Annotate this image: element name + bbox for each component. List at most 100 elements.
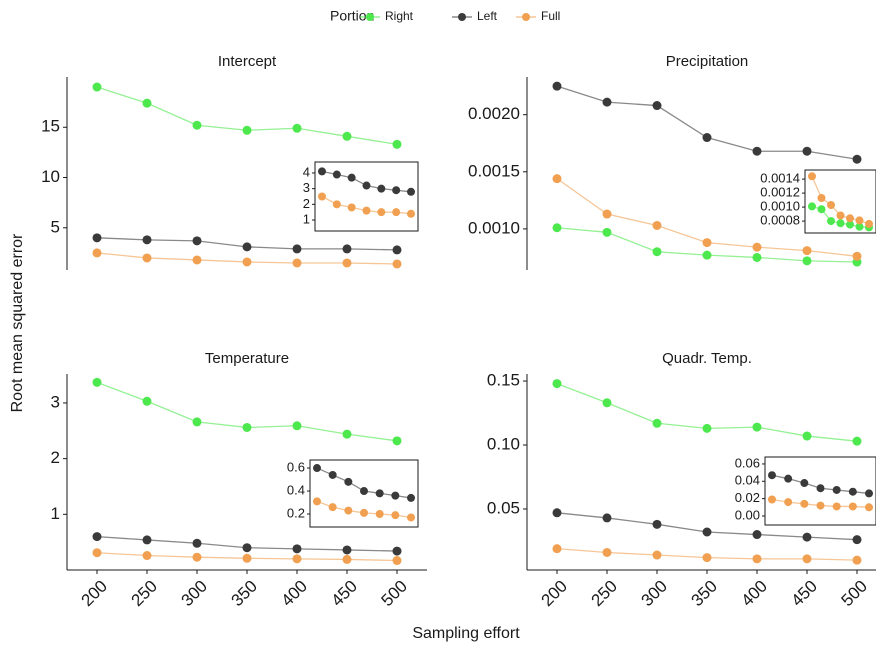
panel-title: Precipitation: [666, 53, 749, 70]
inset-y-tick-label: 2: [303, 196, 310, 211]
data-point: [344, 506, 353, 515]
data-point: [347, 173, 356, 182]
data-point: [328, 470, 337, 479]
y-tick-label: 15: [41, 117, 60, 136]
data-point: [92, 532, 102, 542]
data-point: [142, 98, 152, 108]
y-tick-label: 0.15: [487, 371, 520, 390]
data-point: [827, 217, 835, 226]
data-point: [768, 495, 776, 504]
data-point: [142, 253, 152, 263]
data-point: [142, 551, 152, 561]
data-point: [392, 245, 402, 255]
y-tick-label: 3: [51, 392, 60, 411]
inset-y-tick-label: 4: [303, 164, 310, 179]
data-point: [242, 257, 252, 267]
legend-title: Portion: [330, 8, 374, 24]
data-point: [342, 131, 352, 141]
data-point: [817, 205, 826, 214]
data-point: [392, 436, 402, 446]
data-point: [362, 181, 371, 190]
data-point: [784, 474, 793, 483]
data-point: [865, 489, 873, 498]
data-point: [242, 125, 252, 135]
inset-y-tick-label: 0.0012: [760, 185, 800, 200]
data-point: [817, 194, 826, 202]
inset-y-tick-label: 0.00: [735, 507, 760, 522]
data-point: [192, 552, 202, 562]
data-point: [752, 422, 762, 432]
y-tick-label: 0.10: [487, 434, 520, 453]
data-point: [391, 491, 400, 500]
data-point: [377, 184, 386, 193]
x-tick-label: 450: [328, 577, 361, 610]
data-point: [92, 377, 102, 387]
data-point: [602, 398, 612, 408]
x-tick-label: 250: [128, 577, 161, 610]
data-point: [702, 527, 712, 537]
data-point: [602, 513, 612, 523]
data-point: [192, 538, 202, 548]
data-point: [848, 487, 857, 496]
data-point: [652, 519, 662, 529]
x-axis-label: Sampling effort: [412, 625, 520, 642]
data-point: [602, 227, 612, 237]
data-point: [808, 202, 816, 211]
data-point: [702, 238, 712, 248]
x-tick-label: 300: [178, 577, 211, 610]
data-point: [552, 508, 562, 518]
data-point: [242, 242, 252, 252]
data-point: [292, 244, 302, 254]
data-point: [347, 203, 356, 212]
data-point: [377, 208, 386, 217]
data-point: [802, 431, 812, 441]
data-point: [142, 235, 152, 245]
data-point: [142, 396, 152, 406]
data-point: [802, 146, 812, 156]
data-point: [768, 471, 776, 480]
data-point: [342, 244, 352, 254]
x-tick-label: 350: [228, 577, 261, 610]
data-point: [827, 201, 835, 209]
data-point: [865, 219, 873, 228]
data-point: [342, 429, 352, 439]
data-point: [328, 503, 337, 512]
data-point: [784, 498, 793, 507]
data-point: [852, 436, 862, 446]
data-point: [392, 139, 402, 149]
legend-label: Right: [385, 9, 414, 23]
data-point: [836, 211, 845, 220]
data-point: [702, 553, 712, 563]
data-point: [602, 547, 612, 557]
data-point: [816, 501, 825, 510]
y-tick-label: 5: [51, 217, 60, 236]
data-point: [808, 172, 816, 181]
data-point: [360, 508, 368, 517]
series-line: [556, 85, 858, 160]
data-point: [192, 255, 202, 265]
inset-y-tick-label: 0.06: [735, 455, 760, 470]
inset-y-tick-label: 0.0008: [760, 213, 800, 228]
data-point: [832, 485, 841, 494]
data-point: [800, 479, 809, 488]
y-tick-label: 0.0020: [468, 104, 520, 123]
legend-label: Full: [541, 9, 560, 23]
data-point: [852, 535, 862, 545]
data-point: [836, 219, 845, 228]
legend-marker: [366, 13, 374, 21]
y-tick-label: 1: [51, 504, 60, 523]
data-point: [552, 379, 562, 389]
legend-label: Left: [477, 9, 498, 23]
data-point: [342, 554, 352, 564]
data-point: [652, 550, 662, 560]
data-point: [832, 502, 841, 511]
y-tick-label: 10: [41, 167, 60, 186]
data-point: [192, 120, 202, 130]
data-point: [802, 532, 812, 542]
data-point: [552, 544, 562, 554]
data-point: [552, 81, 562, 91]
data-point: [652, 220, 662, 230]
x-tick-label: 400: [738, 577, 771, 610]
data-point: [142, 535, 152, 545]
data-point: [92, 548, 102, 558]
